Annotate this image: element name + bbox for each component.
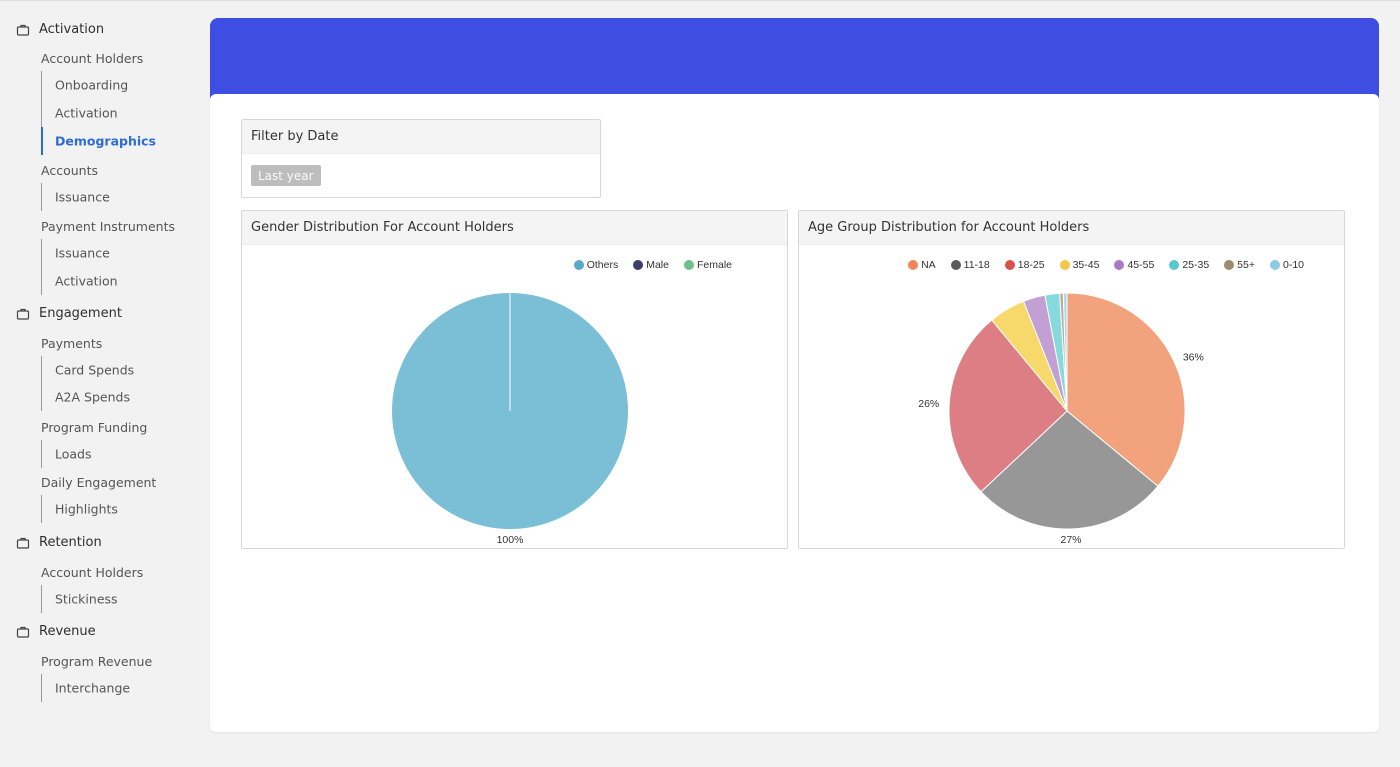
sidebar-section-label: Activation [39, 22, 105, 37]
legend-item-55[interactable]: 55+ [1224, 259, 1255, 271]
legend-item-na[interactable]: NA [908, 259, 936, 271]
legend-item-others[interactable]: Others [573, 259, 619, 271]
legend-label: Female [696, 259, 732, 271]
legend-swatch [1269, 260, 1280, 270]
sidebar-group-payments[interactable]: Payments [41, 336, 103, 351]
sidebar-group-accounts[interactable]: Accounts [41, 163, 98, 178]
sidebar-section-label: Revenue [39, 624, 96, 639]
age-pie-chart: 36% 27% 26% [918, 292, 1204, 546]
sidebar-item-loads[interactable]: Loads [41, 440, 192, 468]
legend-label: 35-45 [1072, 259, 1100, 271]
slice-label-others: 100% [497, 534, 524, 546]
chart-legend: Others Male Female [573, 259, 747, 271]
legend-label: 11-18 [963, 259, 990, 271]
pie-slice-11-18[interactable] [980, 410, 1159, 530]
gender-chart-card: Gender Distribution For Account Holders … [241, 210, 788, 549]
sidebar-item-a2a-spends[interactable]: A2A Spends [41, 383, 192, 411]
sidebar-section-revenue[interactable]: Revenue [16, 624, 96, 639]
sidebar-item-label: Activation [55, 105, 118, 121]
legend-label: NA [921, 259, 936, 271]
sidebar-item-highlights[interactable]: Highlights [41, 495, 192, 523]
sidebar-item-activation[interactable]: Activation [41, 99, 192, 127]
pie-slice-0-10[interactable] [1062, 292, 1068, 412]
filter-card: Filter by Date Last year [241, 119, 601, 198]
sidebar-item-card-spends[interactable]: Card Spends [41, 356, 192, 384]
age-chart-card: Age Group Distribution for Account Holde… [798, 210, 1345, 549]
sidebar-item-label: Issuance [55, 189, 110, 205]
chart-legend: NA 11-18 18-25 35-45 45-55 25-35 55+ 0-10 [908, 259, 1319, 271]
briefcase-icon [16, 626, 30, 638]
legend-item-female[interactable]: Female [683, 259, 732, 271]
sidebar-section-label: Retention [39, 535, 102, 550]
legend-item-45-55[interactable]: 45-55 [1114, 259, 1154, 271]
legend-swatch [908, 260, 919, 270]
sidebar-group-program-revenue[interactable]: Program Revenue [41, 654, 153, 669]
sidebar-group-program-funding[interactable]: Program Funding [41, 420, 148, 435]
briefcase-icon [16, 308, 30, 320]
sidebar-group-daily-engagement[interactable]: Daily Engagement [41, 475, 157, 490]
sidebar-item-label: Onboarding [55, 77, 129, 93]
legend-swatch [683, 260, 694, 270]
pie-slice-18-25[interactable] [948, 319, 1068, 493]
sidebar-item-label: Card Spends [55, 362, 135, 378]
legend-swatch [1169, 260, 1180, 270]
legend-label: 0-10 [1282, 259, 1304, 271]
sidebar-section-label: Engagement [39, 306, 122, 321]
briefcase-icon [16, 537, 30, 549]
sidebar-nav: Activation Account Holders Onboarding Ac… [0, 0, 200, 767]
sidebar-item-label: Demographics [55, 133, 156, 149]
legend-swatch [1224, 260, 1235, 270]
legend-label: 18-25 [1017, 259, 1045, 271]
legend-item-18-25[interactable]: 18-25 [1004, 259, 1045, 271]
legend-label: 55+ [1237, 259, 1255, 271]
sidebar-section-engagement[interactable]: Engagement [16, 306, 122, 321]
sidebar-item-label: Issuance [55, 245, 110, 261]
sidebar-item-issuance[interactable]: Issuance [41, 183, 192, 211]
sidebar-item-onboarding[interactable]: Onboarding [41, 71, 192, 99]
sidebar-item-label: Highlights [55, 501, 118, 517]
slice-label-na: 36% [1183, 352, 1204, 364]
gender-pie-chart: 100% [392, 293, 628, 546]
sidebar-item-interchange[interactable]: Interchange [41, 674, 192, 702]
legend-label: Male [646, 259, 669, 271]
legend-label: 25-35 [1182, 259, 1210, 271]
sidebar-item-stickiness[interactable]: Stickiness [41, 585, 192, 613]
legend-swatch [633, 260, 644, 270]
sidebar-group-account-holders[interactable]: Account Holders [41, 565, 144, 580]
legend-swatch [1059, 260, 1070, 270]
legend-label: Others [586, 259, 619, 271]
filter-title: Filter by Date [242, 120, 600, 154]
legend-item-11-18[interactable]: 11-18 [950, 259, 990, 271]
chart-title: Gender Distribution For Account Holders [242, 211, 787, 245]
legend-item-male[interactable]: Male [633, 259, 669, 271]
sidebar-item-label: Interchange [55, 680, 131, 696]
date-filter-button[interactable]: Last year [251, 165, 321, 186]
sidebar-section-activation[interactable]: Activation [16, 22, 104, 37]
sidebar-item-label: Activation [55, 273, 118, 289]
sidebar-item-issuance[interactable]: Issuance [41, 239, 192, 267]
sidebar-item-label: A2A Spends [55, 389, 130, 405]
sidebar-item-label: Stickiness [55, 591, 118, 607]
legend-swatch [1114, 260, 1125, 270]
sidebar-item-label: Loads [55, 446, 92, 462]
legend-item-35-45[interactable]: 35-45 [1059, 259, 1100, 271]
sidebar-group-payment-instruments[interactable]: Payment Instruments [41, 219, 175, 234]
legend-item-25-35[interactable]: 25-35 [1169, 259, 1209, 271]
legend-label: 45-55 [1127, 259, 1155, 271]
header-banner [210, 18, 1379, 102]
legend-swatch [1004, 260, 1015, 270]
legend-swatch [573, 260, 584, 270]
sidebar-group-account-holders[interactable]: Account Holders [41, 51, 144, 66]
chart-title: Age Group Distribution for Account Holde… [799, 211, 1344, 245]
top-border [0, 0, 1400, 1]
slice-label-11-18: 27% [1061, 534, 1082, 546]
slice-label-18-25: 26% [918, 398, 939, 410]
sidebar-item-activation[interactable]: Activation [41, 267, 192, 295]
sidebar-section-retention[interactable]: Retention [16, 535, 102, 550]
briefcase-icon [16, 24, 30, 36]
sidebar-item-demographics[interactable]: Demographics [41, 127, 193, 155]
legend-item-0-10[interactable]: 0-10 [1269, 259, 1304, 271]
pie-slice-na[interactable] [1066, 292, 1186, 487]
legend-swatch [950, 260, 961, 270]
